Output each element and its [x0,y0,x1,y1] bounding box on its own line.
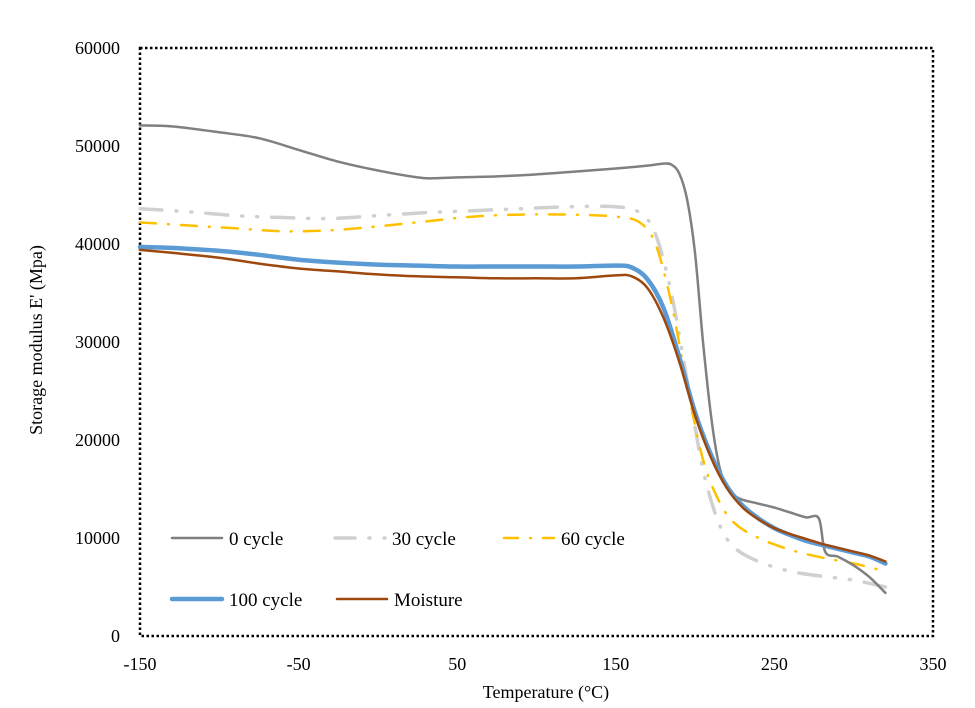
y-tick-label: 40000 [75,234,120,254]
legend-label: 100 cycle [229,590,302,611]
x-axis-ticks: -150 -50 50 150 250 350 [124,654,947,674]
plot-area-border [138,46,935,638]
x-tick-label: 350 [920,654,947,674]
x-tick-label: -150 [124,654,157,674]
series-line-0-cycle [138,124,887,595]
series-line-moisture [138,248,887,563]
series-line-60-cycle [138,213,887,573]
y-axis-title: Storage modulus E' (Mpa) [26,245,47,435]
y-tick-label: 0 [111,626,120,646]
legend-label: 0 cycle [229,529,283,550]
x-tick-label: -50 [287,654,311,674]
legend-label: 30 cycle [392,529,456,550]
legend-label: Moisture [394,590,463,611]
y-tick-label: 10000 [75,528,120,548]
x-tick-label: 250 [761,654,788,674]
legend-item-100-cycle: 100 cycle [169,590,302,611]
legend-item-60-cycle: 60 cycle [502,529,625,550]
y-tick-label: 50000 [75,136,120,156]
x-tick-label: 150 [602,654,629,674]
legend-label: 60 cycle [561,529,625,550]
x-tick-label: 50 [448,654,466,674]
y-tick-label: 20000 [75,430,120,450]
legend-item-moisture: Moisture [335,590,463,611]
y-axis-ticks: 0 10000 20000 30000 40000 50000 60000 [75,38,120,646]
series-layer [137,124,888,595]
x-axis-title: Temperature (°C) [483,682,609,703]
y-tick-label: 60000 [75,38,120,58]
legend: 0 cycle 30 cycle 60 cycle 100 cycle Moisture [169,529,625,611]
y-tick-label: 30000 [75,332,120,352]
legend-item-30-cycle: 30 cycle [333,529,456,550]
series-line-100-cycle [137,244,888,566]
legend-item-0-cycle: 0 cycle [170,529,283,550]
